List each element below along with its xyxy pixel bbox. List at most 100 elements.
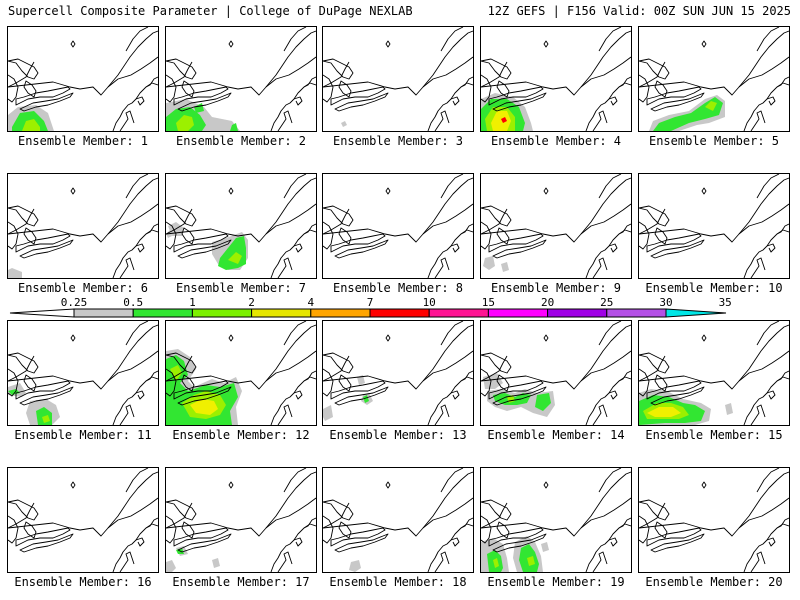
cape-cod (766, 96, 776, 106)
ensemble-map-panel-10 (638, 173, 790, 279)
scp-fill-contours (323, 375, 373, 421)
lake-michigan (166, 74, 177, 103)
lake-superior (8, 499, 39, 521)
atlantic-coast (743, 370, 789, 425)
quebec-coast (756, 27, 780, 52)
colorbar-graphic: 0.25 0.5 1 2 4 7 10 15 20 25 30 35 (9, 296, 732, 318)
atlantic-coast (112, 223, 158, 278)
ensemble-map-panel-20 (638, 467, 790, 573)
colorbar-tick-label: 7 (367, 296, 374, 309)
ensemble-map-panel-7 (165, 173, 317, 279)
lake-erie (177, 239, 232, 259)
nova-scotia-coast (618, 82, 631, 88)
st-lawrence-river (265, 324, 316, 382)
scp-fill-area (535, 393, 551, 411)
lake-ontario-erie (15, 86, 71, 106)
ensemble-map-panel-5 (638, 26, 790, 132)
colorbar-high-arrow (665, 308, 727, 318)
atlantic-coast (427, 517, 473, 572)
colorbar-swatch (73, 308, 134, 318)
cape-cod (450, 390, 460, 400)
lake-superior (639, 205, 670, 227)
lake-erie (177, 92, 232, 112)
lake-huron (23, 374, 37, 392)
atlantic-coast (585, 517, 631, 572)
st-lawrence-river (738, 324, 789, 382)
st-lawrence-river (265, 30, 316, 88)
map-linework (481, 174, 631, 278)
border-segment (8, 61, 35, 88)
scp-fill-contours (8, 105, 54, 131)
ensemble-map-19 (481, 468, 631, 572)
map-linework (323, 174, 473, 278)
lake-michigan (481, 368, 492, 397)
us-canada-border (8, 203, 158, 243)
lake-erie (650, 92, 705, 112)
lake-michigan (8, 221, 19, 250)
cape-cod (450, 96, 460, 106)
st-lawrence-river (738, 177, 789, 235)
colorbar-swatch (606, 308, 667, 318)
border-segment (323, 502, 350, 529)
scp-fill-area (8, 268, 22, 278)
ensemble-map-panel-6 (7, 173, 159, 279)
nova-scotia-coast (145, 82, 158, 88)
colorbar-tick-label: 4 (307, 296, 314, 309)
lake-ontario-erie (15, 380, 71, 400)
lake-superior (166, 205, 197, 227)
colorbar-tick-label: 0.25 (61, 296, 88, 309)
scp-fill-area (341, 121, 347, 127)
lake-michigan (639, 221, 650, 250)
chesapeake-bay (750, 404, 766, 425)
ensemble-map-1 (8, 27, 158, 131)
map-linework (8, 468, 158, 572)
cape-cod (450, 537, 460, 547)
cape-cod (608, 390, 618, 400)
lake-ontario-erie (173, 233, 229, 253)
lake-erie (19, 533, 74, 553)
ensemble-map-panel-19 (480, 467, 632, 573)
colorbar-tick-label: 10 (423, 296, 436, 309)
diamond-marker-icon (385, 187, 391, 195)
atlantic-coast (112, 370, 158, 425)
cape-cod (293, 390, 303, 400)
st-lawrence-river (580, 471, 631, 529)
quebec-coast (283, 27, 307, 52)
lake-michigan (8, 74, 19, 103)
lake-ontario-erie (646, 380, 702, 400)
ensemble-map-14 (481, 321, 631, 425)
ensemble-map-panel-13 (322, 320, 474, 426)
lake-ontario-erie (646, 86, 702, 106)
chesapeake-bay (592, 551, 608, 572)
chesapeake-bay (277, 110, 293, 131)
lake-ontario-erie (330, 86, 386, 106)
cape-cod (766, 243, 776, 253)
st-lawrence-river (738, 30, 789, 88)
scp-fill-area (725, 403, 733, 415)
lake-erie (492, 533, 547, 553)
lake-huron (496, 521, 510, 539)
lake-erie (19, 92, 74, 112)
chesapeake-bay (434, 257, 450, 278)
ensemble-member-label: Ensemble Member: 19 (487, 575, 625, 589)
st-lawrence-river (107, 471, 158, 529)
atlantic-coast (743, 76, 789, 131)
scp-fill-contours (8, 268, 22, 278)
lake-superior (481, 352, 512, 374)
map-linework (8, 27, 158, 131)
lake-michigan (481, 74, 492, 103)
scp-fill-area (190, 399, 218, 415)
colorbar-tick-label: 2 (248, 296, 255, 309)
cape-cod (766, 537, 776, 547)
ensemble-member-label: Ensemble Member: 11 (14, 428, 152, 442)
lake-ontario-erie (173, 527, 229, 547)
us-canada-border (8, 350, 158, 390)
quebec-coast (283, 468, 307, 493)
us-canada-border (323, 56, 473, 96)
lake-ontario-erie (173, 86, 229, 106)
lake-michigan (323, 74, 334, 103)
chesapeake-bay (592, 257, 608, 278)
scp-fill-area (176, 115, 194, 131)
cape-cod (766, 390, 776, 400)
diamond-marker-icon (70, 481, 76, 489)
